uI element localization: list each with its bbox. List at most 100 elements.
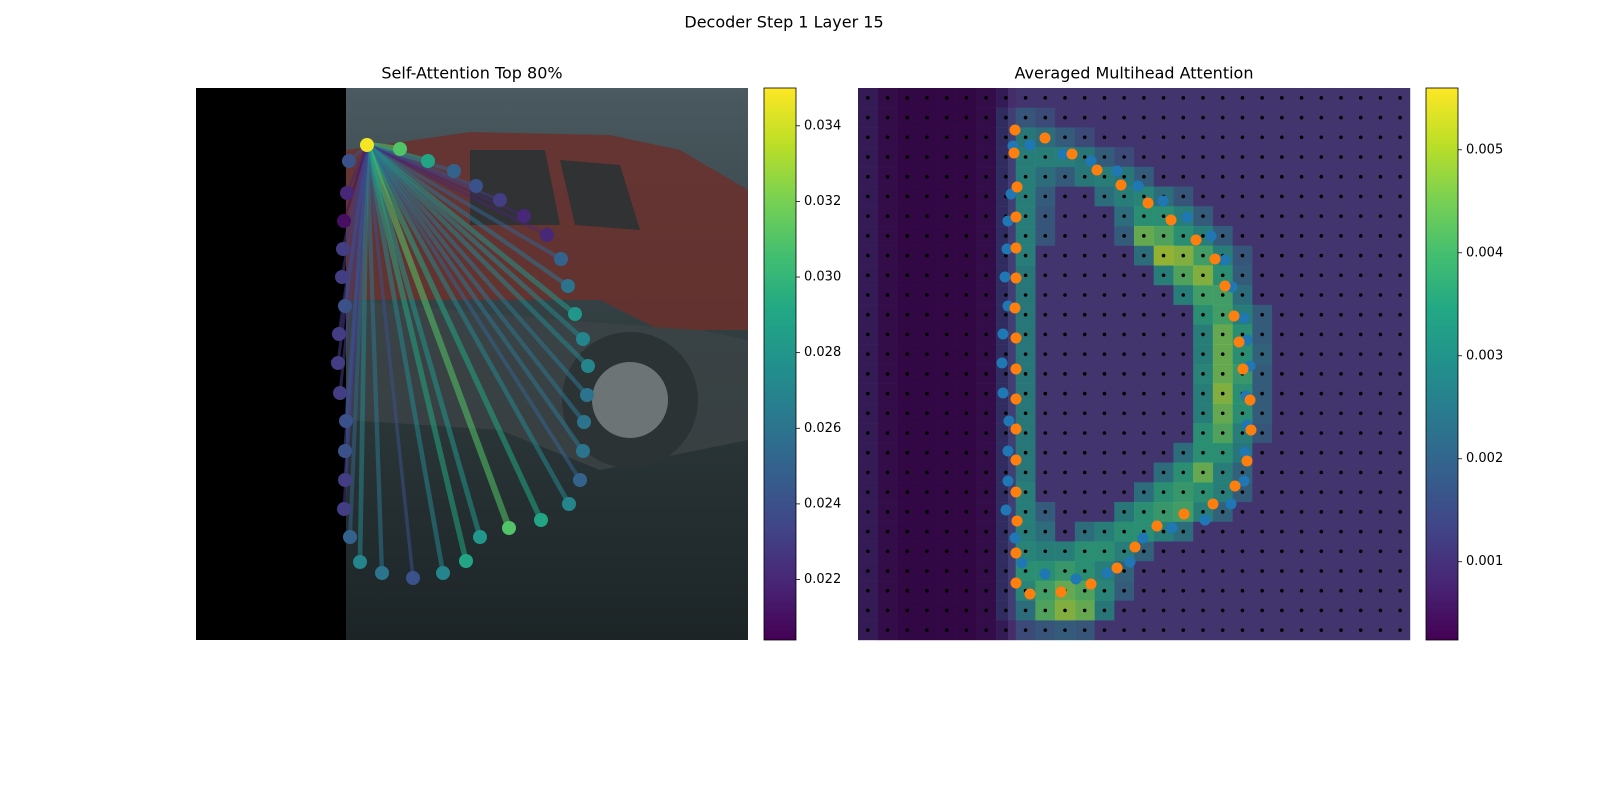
point (1238, 475, 1250, 487)
grid-dot (1220, 155, 1225, 159)
grid-dot (1398, 470, 1402, 475)
point (1137, 532, 1149, 544)
grid-dot (925, 273, 929, 278)
grid-dot (866, 312, 870, 317)
grid-dot (1220, 431, 1225, 435)
grid-dot (1102, 529, 1107, 534)
grid-dot (1063, 628, 1067, 632)
grid-dot (984, 96, 988, 100)
grid-dot (1201, 372, 1205, 376)
grid-dot (1299, 529, 1304, 534)
grid-dot (1122, 628, 1126, 632)
colorbar-tick-label: 0.005 (1466, 142, 1503, 157)
attention-edge (364, 144, 385, 574)
grid-dot (866, 155, 870, 159)
grid-dot (1339, 135, 1343, 140)
grid-dot (1280, 234, 1284, 238)
grid-dot (1063, 214, 1067, 218)
grid-dot (1181, 174, 1186, 179)
grid-dot (1240, 155, 1245, 159)
grid-dot (944, 155, 949, 159)
grid-dot (964, 234, 969, 238)
grid-dot (1023, 96, 1028, 100)
grid-dot (885, 549, 890, 554)
attention-edge (365, 143, 585, 453)
grid-dot (885, 628, 890, 632)
point (1157, 195, 1169, 207)
grid-dot (944, 588, 949, 593)
grid-dot (1299, 450, 1304, 455)
grid-dot (1378, 628, 1383, 632)
grid-dot (925, 115, 929, 120)
point (1010, 332, 1022, 344)
grid-dot (885, 431, 890, 435)
grid-dot (1102, 352, 1107, 356)
grid-dot (1063, 608, 1067, 613)
point (469, 179, 483, 193)
grid-dot (1004, 174, 1008, 179)
grid-dot (925, 549, 929, 554)
attention-edge (365, 143, 585, 341)
grid-dot (1378, 96, 1383, 100)
point (1244, 394, 1256, 406)
grid-dot (1004, 431, 1008, 435)
grid-dot (1142, 549, 1146, 554)
grid-dot (1023, 135, 1028, 140)
grid-dot (1378, 115, 1383, 120)
attention-edge (341, 144, 369, 250)
grid-dot (866, 431, 870, 435)
grid-dot (1082, 234, 1087, 238)
grid-dot (1358, 411, 1363, 416)
attention-edge (365, 143, 582, 482)
grid-dot (1161, 96, 1166, 100)
grid-dot (1280, 293, 1284, 297)
grid-dot (1201, 115, 1205, 120)
grid-dot (1142, 411, 1146, 416)
grid-dot (1220, 549, 1225, 554)
grid-dot (1201, 234, 1205, 238)
grid-dot (1220, 115, 1225, 120)
grid-dot (1339, 253, 1343, 258)
grid-dot (1378, 135, 1383, 140)
grid-dot (866, 352, 870, 356)
grid-dot (1023, 312, 1028, 317)
grid-dot (1043, 411, 1048, 416)
grid-dot (1339, 155, 1343, 159)
grid-dot (1220, 608, 1225, 613)
grid-dot (1142, 332, 1146, 337)
grid-dot (1299, 569, 1304, 573)
grid-dot (925, 569, 929, 573)
grid-dot (1181, 234, 1186, 238)
point (1010, 547, 1022, 559)
grid-dot (1358, 115, 1363, 120)
point (1010, 272, 1022, 284)
grid-dot (1122, 529, 1126, 534)
grid-dot (1260, 174, 1264, 179)
grid-dot (866, 588, 870, 593)
grid-dot (866, 96, 870, 100)
grid-dot (1063, 194, 1067, 199)
axes-title: Self-Attention Top 80% (381, 64, 562, 83)
point (375, 566, 389, 580)
grid-dot (1358, 96, 1363, 100)
grid-dot (1260, 470, 1264, 475)
grid-dot (1260, 273, 1264, 278)
grid-dot (1220, 214, 1225, 218)
point (577, 415, 591, 429)
grid-dot (1043, 588, 1048, 593)
grid-dot (1102, 194, 1107, 199)
grid-dot (1023, 372, 1028, 376)
grid-dot (1063, 569, 1067, 573)
grid-dot (1220, 372, 1225, 376)
grid-dot (1161, 234, 1166, 238)
grid-dot (1299, 588, 1304, 593)
grid-dot (1102, 470, 1107, 475)
grid-dot (1339, 332, 1343, 337)
grid-dot (905, 569, 910, 573)
grid-dot (866, 372, 870, 376)
grid-dot (1240, 569, 1245, 573)
grid-dot (1319, 569, 1324, 573)
grid-dot (944, 411, 949, 416)
grid-dot (1082, 529, 1087, 534)
grid-dot (1319, 391, 1324, 396)
